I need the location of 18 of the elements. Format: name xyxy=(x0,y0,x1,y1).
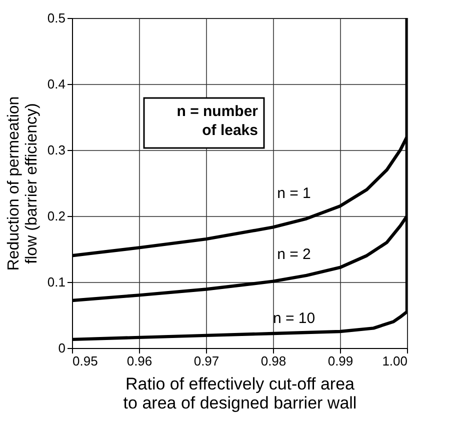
y-tick-label: 0 xyxy=(58,340,66,356)
x-tick-label: 0.99 xyxy=(328,354,354,368)
x-axis-title: Ratio of effectively cut-off area to area of designed barrier wall xyxy=(123,374,357,412)
x-tick-label: 1.00 xyxy=(382,354,408,368)
y-tick-label: 0.1 xyxy=(47,274,66,290)
x-tick-label: 0.96 xyxy=(126,354,152,368)
y-tick-label: 0.2 xyxy=(47,208,66,224)
x-tick-label: 0.95 xyxy=(72,354,98,368)
x-tick-label: 0.97 xyxy=(194,354,220,368)
y-tick-label: 0.4 xyxy=(47,76,66,92)
y-tick-label: 0.5 xyxy=(47,10,66,26)
y-tick-label: 0.3 xyxy=(47,142,66,158)
annotation: n = 2 xyxy=(277,246,311,263)
y-axis-title: Reduction of permeation flow (barrier efficiency) xyxy=(5,96,40,271)
x-tick-label: 0.98 xyxy=(260,354,286,368)
annotation: n = 1 xyxy=(277,185,311,202)
annotation: n = 10 xyxy=(272,310,316,327)
annotation: n = number of leaks xyxy=(176,103,258,139)
